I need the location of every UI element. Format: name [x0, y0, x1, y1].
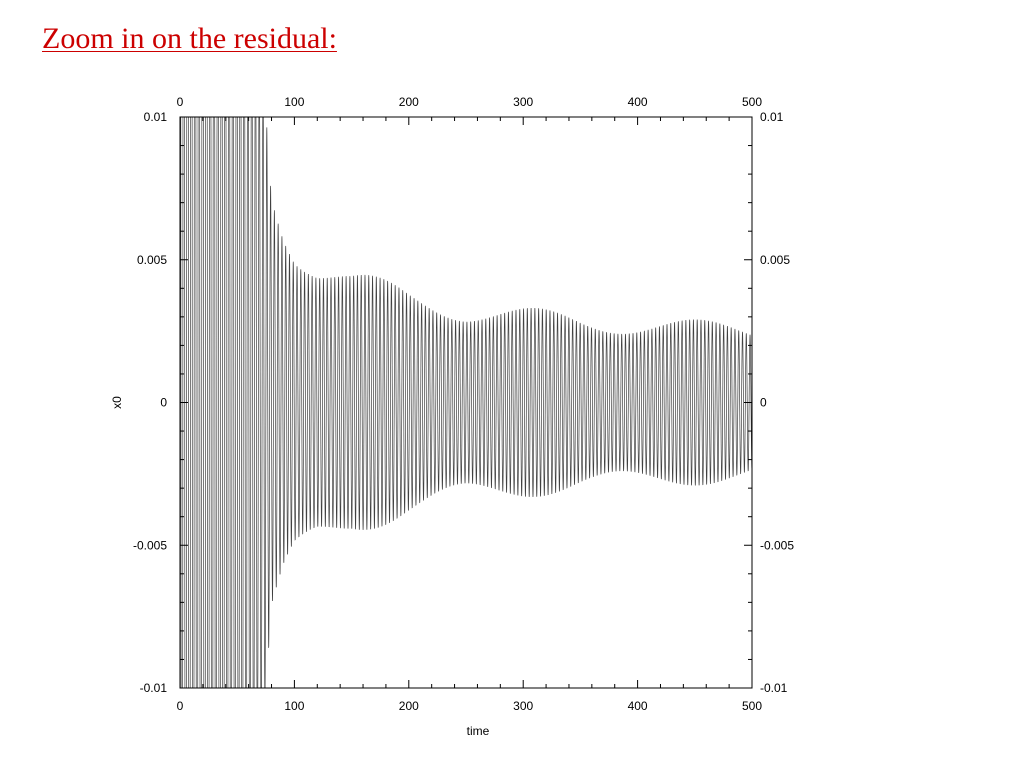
- y-tick-label-right: 0.005: [760, 253, 790, 267]
- y-tick-label-left: -0.01: [140, 681, 168, 695]
- x-tick-label-bottom: 400: [628, 699, 648, 713]
- y-tick-label-left: -0.005: [133, 538, 167, 552]
- y-axis-label: x0: [110, 396, 124, 409]
- x-tick-label-bottom: 300: [513, 699, 533, 713]
- x-axis-label: time: [467, 724, 490, 738]
- y-tick-label-left: 0: [160, 396, 167, 410]
- x-tick-label-top: 100: [284, 95, 304, 109]
- axis-ticks: [179, 116, 753, 689]
- slide-title: Zoom in on the residual:: [42, 22, 337, 55]
- x-tick-label-top: 200: [399, 95, 419, 109]
- y-tick-label-right: 0: [760, 396, 767, 410]
- x-tick-label-top: 300: [513, 95, 533, 109]
- y-tick-label-left: 0.005: [137, 253, 167, 267]
- x-tick-label-top: 500: [742, 95, 762, 109]
- x-tick-label-top: 0: [177, 95, 184, 109]
- x-tick-label-bottom: 200: [399, 699, 419, 713]
- x-tick-label-bottom: 0: [177, 699, 184, 713]
- x-tick-label-bottom: 100: [284, 699, 304, 713]
- axis-tick-labels: 0 0 100 100 200 200 300 300 400 400 500 500 -0.01 -0.…: [133, 95, 794, 713]
- series-line: [180, 117, 752, 688]
- y-tick-label-left: 0.01: [144, 110, 168, 124]
- x-tick-label-top: 400: [628, 95, 648, 109]
- series-layer: [180, 117, 752, 688]
- y-tick-label-right: -0.01: [760, 681, 788, 695]
- x-tick-label-bottom: 500: [742, 699, 762, 713]
- y-tick-label-right: -0.005: [760, 538, 794, 552]
- y-tick-label-right: 0.01: [760, 110, 784, 124]
